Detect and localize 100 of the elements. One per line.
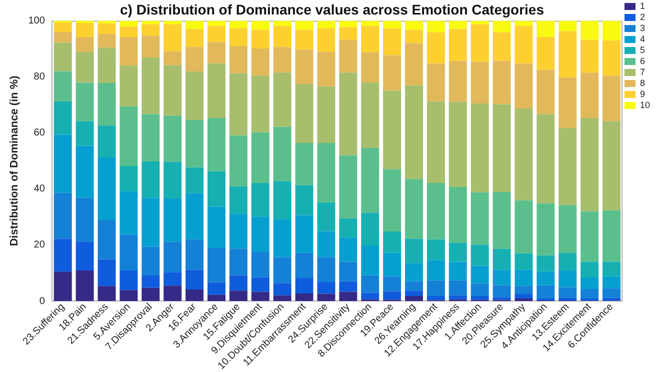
bar [164,272,182,286]
y-tick-label: 40 [34,184,46,195]
bar [448,280,467,296]
bar [142,288,160,302]
bar [317,202,336,232]
bar [470,62,489,104]
bar [580,118,599,212]
bar [558,20,577,32]
bar [207,63,226,118]
bar [492,104,511,192]
bar [207,248,226,282]
bar [426,63,445,102]
bar [54,272,72,302]
bar [514,298,533,302]
bar [361,292,380,300]
bar [536,70,555,114]
bar [229,28,248,46]
legend-label: 7 [640,66,646,77]
bar [295,278,314,294]
bar [120,37,138,66]
bar [164,116,182,162]
bar [142,58,160,114]
bar [558,252,577,270]
bar [536,37,555,70]
bar [492,20,511,32]
bar [470,24,489,62]
bar [251,20,270,30]
y-axis-title: Distribution of Dominance (in %) [8,75,21,246]
bar [602,121,621,210]
bar [207,282,226,295]
bar [229,186,248,214]
bar [317,28,336,52]
bar [602,210,621,262]
bar [164,51,182,66]
bar [405,296,423,302]
bar [602,40,621,76]
bar [186,28,204,48]
bar [339,155,358,218]
bar [207,206,226,248]
bar [76,23,94,38]
bar [273,47,292,73]
bar [602,20,621,40]
bar [470,244,489,266]
bar [492,32,511,61]
bar [229,20,248,28]
bar [207,118,226,172]
bar [164,162,182,198]
bar [536,20,555,38]
bar [405,238,423,264]
bar [98,34,116,48]
legend-label: 1 [640,0,646,11]
bar [405,281,423,291]
bar [361,82,380,148]
bar [470,266,489,284]
legend-label: 8 [640,78,646,88]
bar [448,60,467,102]
bar [54,22,72,32]
bar [405,179,423,239]
bar [514,20,533,26]
bar [229,248,248,276]
bar [492,297,511,300]
bar [76,146,94,198]
bar [273,20,292,26]
bar [492,248,511,270]
bar [317,20,336,28]
bar [558,205,577,253]
bar [536,203,555,256]
bar [142,198,160,247]
bar [273,219,292,258]
bar [54,238,72,272]
bar [361,275,380,293]
bar [295,215,314,253]
bar [120,290,138,302]
bar [426,183,445,240]
bar [426,280,445,296]
bar [295,20,314,30]
bar [54,42,72,72]
y-tick-label: 80 [34,72,46,83]
bar [98,259,116,286]
bar [426,32,445,64]
bar [426,101,445,184]
bar [142,276,160,288]
bar [470,192,489,245]
legend-label: 4 [640,34,646,44]
bar [536,272,555,286]
bar [448,20,467,29]
bar [76,242,94,270]
bar [514,200,533,254]
bar [164,286,182,302]
bar [207,20,226,26]
legend-label: 9 [640,88,646,99]
bar [229,275,248,291]
bar [251,76,270,132]
bar [142,161,160,198]
bar [580,288,599,298]
bar [120,270,138,290]
bar [76,37,94,52]
bar [186,72,204,120]
bar [229,46,248,74]
bar [339,40,358,73]
